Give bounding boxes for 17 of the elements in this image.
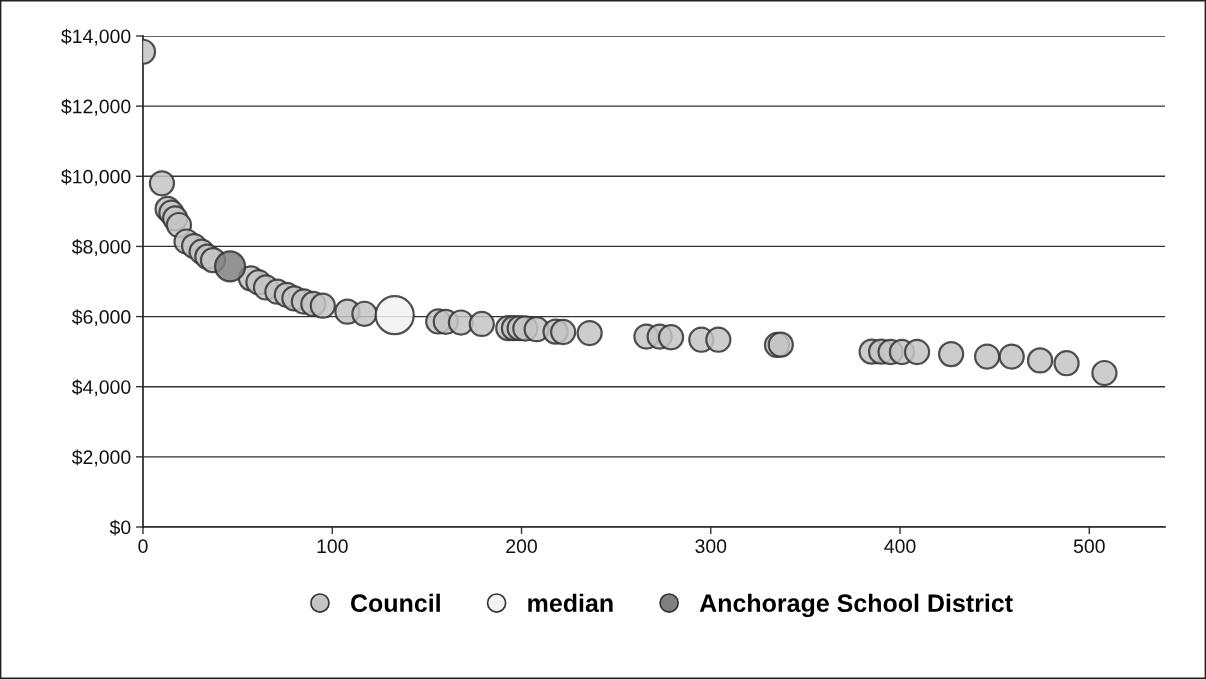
y-tick-label: $12,000: [61, 98, 131, 116]
y-tick-label: $4,000: [71, 379, 131, 397]
y-tick-label: $14,000: [61, 28, 131, 46]
x-tick-label: 100: [317, 539, 348, 554]
legend-label: median: [528, 593, 613, 613]
legend-label: Council: [350, 593, 440, 613]
y-tick-label: $10,000: [61, 168, 131, 186]
x-tick-label: 300: [695, 539, 727, 554]
x-tick-label: 500: [1073, 539, 1105, 554]
x-tick-label: 0: [138, 539, 148, 554]
y-tick-label: $6,000: [71, 309, 131, 327]
y-tick-label: $2,000: [71, 449, 131, 467]
x-tick-label: 200: [506, 539, 537, 554]
legend-label: Anchorage School District: [699, 593, 1013, 618]
x-tick-label: 400: [884, 539, 916, 554]
y-tick-label: $8,000: [71, 239, 131, 256]
y-tick-label: $0: [109, 519, 131, 536]
